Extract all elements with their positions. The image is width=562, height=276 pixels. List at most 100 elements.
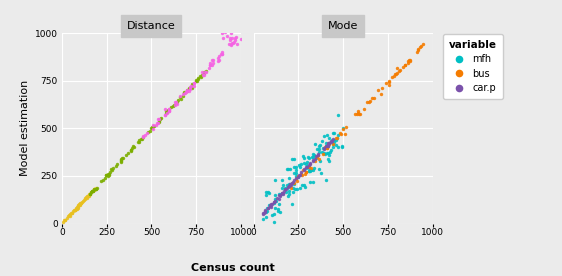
Point — [289, 157, 298, 161]
Point — [217, 31, 226, 35]
Point — [85, 192, 94, 196]
Point — [274, 197, 283, 201]
Point — [292, 179, 301, 183]
Point — [169, 104, 178, 108]
Point — [261, 209, 270, 214]
Point — [134, 139, 143, 144]
Point — [278, 191, 287, 195]
Point — [300, 183, 309, 188]
Point — [320, 152, 329, 156]
Point — [301, 170, 310, 174]
Point — [332, 136, 341, 140]
Point — [185, 85, 194, 89]
Point — [360, 107, 369, 111]
Point — [117, 160, 126, 164]
Point — [217, 50, 226, 54]
Point — [315, 157, 324, 161]
Point — [289, 164, 298, 169]
Point — [309, 152, 318, 156]
Point — [83, 195, 92, 200]
Point — [419, 42, 428, 46]
Point — [143, 130, 152, 134]
Point — [88, 189, 97, 194]
Point — [278, 191, 287, 195]
Point — [290, 181, 299, 185]
Point — [323, 144, 332, 148]
Point — [196, 75, 205, 79]
Point — [341, 132, 350, 136]
Point — [339, 126, 348, 131]
Point — [302, 170, 311, 174]
Point — [262, 205, 271, 210]
Point — [176, 94, 185, 98]
Point — [89, 187, 98, 192]
Point — [122, 153, 131, 157]
Title: Distance: Distance — [127, 21, 176, 31]
Point — [269, 212, 278, 216]
Point — [128, 146, 137, 150]
Point — [155, 118, 164, 123]
Point — [153, 117, 162, 121]
Point — [80, 196, 89, 201]
Point — [415, 44, 424, 49]
Point — [183, 88, 192, 92]
Point — [307, 165, 316, 170]
Point — [205, 66, 214, 70]
Point — [87, 189, 96, 193]
Point — [276, 193, 285, 197]
Point — [161, 107, 170, 111]
Point — [297, 170, 306, 174]
Point — [138, 135, 147, 140]
Point — [162, 111, 171, 115]
Point — [387, 75, 396, 79]
Point — [288, 202, 297, 207]
Point — [331, 136, 340, 140]
Point — [289, 178, 298, 182]
Point — [196, 74, 205, 78]
Point — [382, 81, 391, 86]
Point — [148, 126, 157, 131]
Point — [209, 58, 217, 62]
Point — [309, 152, 318, 157]
Point — [338, 145, 347, 149]
Point — [148, 123, 157, 127]
Y-axis label: Model estimation: Model estimation — [20, 80, 30, 176]
Point — [289, 189, 298, 194]
Point — [279, 190, 288, 195]
Point — [73, 204, 82, 208]
Point — [76, 201, 85, 206]
Point — [327, 140, 336, 144]
Point — [260, 208, 269, 212]
Point — [396, 68, 405, 72]
Point — [405, 58, 414, 63]
Point — [262, 210, 271, 214]
Point — [187, 84, 196, 89]
Point — [226, 43, 235, 47]
Point — [285, 184, 294, 188]
Point — [129, 144, 138, 148]
Point — [90, 186, 99, 191]
Point — [83, 194, 92, 198]
Point — [272, 199, 281, 203]
Point — [320, 147, 329, 152]
Point — [127, 148, 136, 152]
Point — [296, 173, 305, 177]
Point — [321, 178, 330, 182]
Point — [315, 150, 324, 155]
Point — [270, 206, 279, 210]
Point — [323, 142, 332, 147]
Point — [325, 150, 334, 155]
Point — [362, 100, 371, 105]
Point — [78, 200, 87, 204]
Point — [294, 172, 303, 177]
Point — [58, 220, 67, 224]
Point — [230, 39, 239, 44]
Point — [321, 140, 330, 145]
Point — [306, 168, 315, 172]
Point — [75, 202, 84, 207]
Point — [338, 144, 347, 148]
Point — [147, 126, 156, 130]
Point — [139, 133, 148, 138]
Point — [324, 141, 333, 145]
Title: Mode: Mode — [328, 21, 359, 31]
